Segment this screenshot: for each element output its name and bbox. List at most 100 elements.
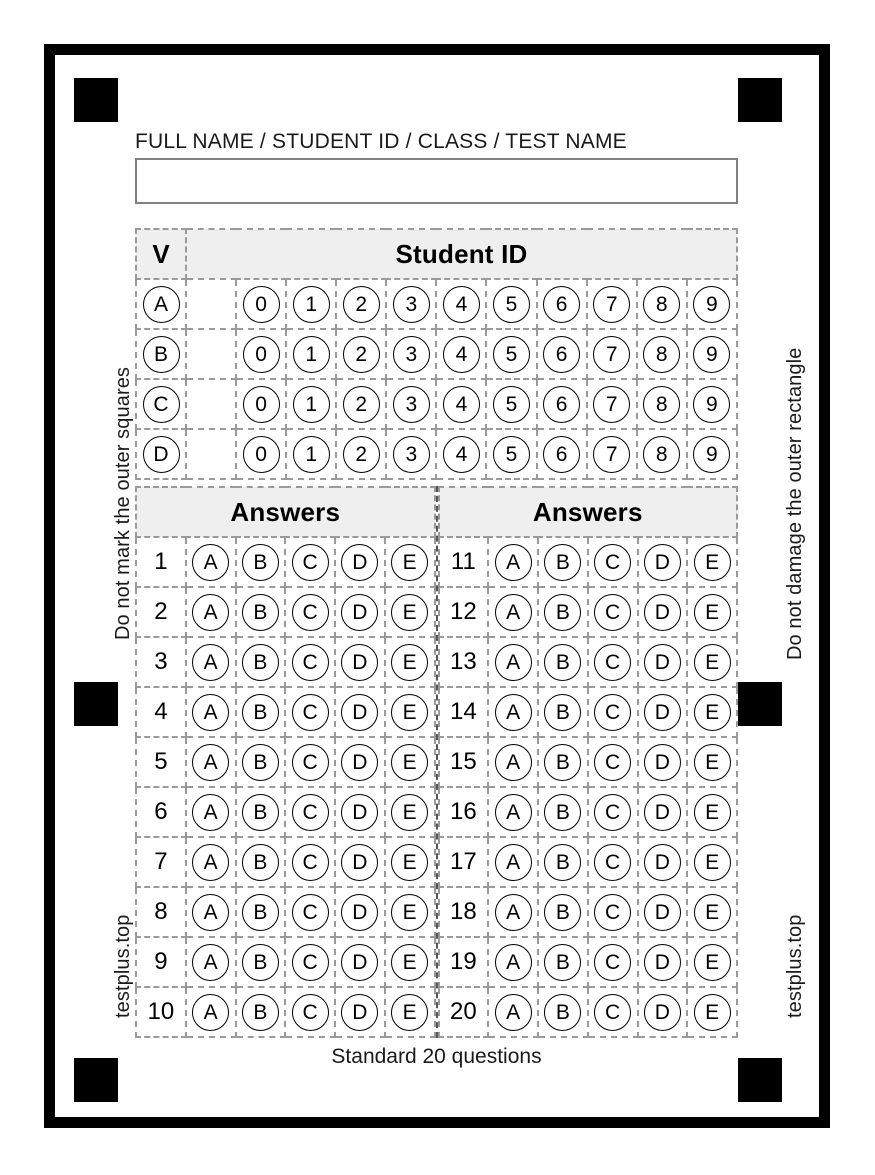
answer-bubble[interactable]: A <box>494 943 532 981</box>
student-id-digit-cell[interactable]: 0 <box>235 378 288 431</box>
answer-option-cell[interactable]: D <box>334 936 386 989</box>
answer-bubble[interactable]: D <box>341 943 379 981</box>
student-id-digit-bubble[interactable]: 5 <box>493 435 530 473</box>
student-id-digit-bubble[interactable]: 0 <box>242 285 280 323</box>
answer-bubble[interactable]: A <box>494 743 532 781</box>
answer-option-cell[interactable]: E <box>686 836 738 889</box>
answer-bubble[interactable]: D <box>643 893 681 931</box>
answer-option-cell[interactable]: C <box>284 636 336 689</box>
answer-bubble[interactable]: E <box>391 693 429 731</box>
student-id-digit-bubble[interactable]: 3 <box>392 435 430 473</box>
student-id-digit-cell[interactable]: 3 <box>385 428 438 481</box>
student-id-digit-cell[interactable]: 3 <box>385 378 438 431</box>
answer-option-cell[interactable]: E <box>383 586 436 639</box>
student-id-digit-cell[interactable]: 2 <box>335 278 388 331</box>
student-id-digit-bubble[interactable]: 3 <box>392 385 430 423</box>
answer-bubble[interactable]: D <box>643 993 681 1031</box>
answer-option-cell[interactable]: B <box>234 886 287 939</box>
student-id-digit-bubble[interactable]: 2 <box>342 435 380 473</box>
answer-option-cell[interactable]: A <box>184 586 237 639</box>
student-id-digit-bubble[interactable]: 4 <box>442 285 480 323</box>
answer-bubble[interactable]: D <box>341 543 379 581</box>
student-id-digit-cell[interactable]: 7 <box>585 328 638 381</box>
answer-bubble[interactable]: D <box>643 793 681 831</box>
answer-option-cell[interactable]: C <box>586 536 639 589</box>
answer-bubble[interactable]: E <box>693 793 731 831</box>
answer-option-cell[interactable]: A <box>487 686 539 739</box>
answer-bubble[interactable]: B <box>241 593 279 631</box>
answer-option-cell[interactable]: E <box>383 986 436 1039</box>
student-id-digit-bubble[interactable]: 5 <box>493 385 530 423</box>
answer-bubble[interactable]: A <box>494 543 532 581</box>
student-id-digit-cell[interactable]: 4 <box>435 378 488 431</box>
answer-bubble[interactable]: B <box>241 693 279 731</box>
answer-bubble[interactable]: B <box>241 543 279 581</box>
answer-option-cell[interactable]: D <box>334 836 386 889</box>
answer-option-cell[interactable]: B <box>537 636 589 689</box>
answer-option-cell[interactable]: D <box>334 686 386 739</box>
student-id-digit-cell[interactable]: 2 <box>335 428 388 481</box>
answer-option-cell[interactable]: D <box>636 886 689 939</box>
student-id-digit-bubble[interactable]: 2 <box>342 335 380 373</box>
answer-option-cell[interactable]: A <box>487 936 539 989</box>
student-id-digit-bubble[interactable]: 7 <box>593 385 631 423</box>
answer-option-cell[interactable]: C <box>586 886 639 939</box>
answer-bubble[interactable]: E <box>391 843 429 881</box>
answer-option-cell[interactable]: D <box>334 986 386 1039</box>
answer-bubble[interactable]: E <box>693 993 731 1031</box>
answer-bubble[interactable]: D <box>643 593 681 631</box>
answer-bubble[interactable]: A <box>494 993 532 1031</box>
answer-bubble[interactable]: D <box>643 693 681 731</box>
student-id-digit-cell[interactable]: 5 <box>485 428 538 481</box>
answer-bubble[interactable]: D <box>341 693 379 731</box>
answer-option-cell[interactable]: D <box>636 786 689 839</box>
answer-bubble[interactable]: A <box>192 543 230 581</box>
answer-bubble[interactable]: B <box>544 543 582 581</box>
student-id-digit-bubble[interactable]: 6 <box>543 285 581 323</box>
version-bubble[interactable]: A <box>142 285 180 323</box>
answer-bubble[interactable]: D <box>643 643 681 681</box>
answer-bubble[interactable]: B <box>241 943 279 981</box>
answer-option-cell[interactable]: C <box>284 586 336 639</box>
student-id-digit-cell[interactable]: 1 <box>285 378 338 431</box>
answer-option-cell[interactable]: E <box>383 686 436 739</box>
answer-option-cell[interactable]: C <box>586 636 639 689</box>
answer-option-cell[interactable]: D <box>636 636 689 689</box>
answer-bubble[interactable]: C <box>291 643 329 681</box>
answer-bubble[interactable]: E <box>693 693 731 731</box>
student-id-digit-bubble[interactable]: 6 <box>543 335 581 373</box>
answer-option-cell[interactable]: A <box>184 936 237 989</box>
answer-option-cell[interactable]: D <box>334 586 386 639</box>
answer-option-cell[interactable]: E <box>383 786 436 839</box>
student-id-digit-bubble[interactable]: 5 <box>493 285 530 323</box>
answer-option-cell[interactable]: C <box>284 836 336 889</box>
answer-bubble[interactable]: C <box>594 993 632 1031</box>
answer-bubble[interactable]: E <box>693 943 731 981</box>
answer-option-cell[interactable]: E <box>686 536 738 589</box>
version-bubble[interactable]: B <box>142 335 180 373</box>
answer-bubble[interactable]: A <box>494 593 532 631</box>
answer-bubble[interactable]: A <box>192 893 230 931</box>
student-id-digit-bubble[interactable]: 0 <box>242 435 280 473</box>
answer-option-cell[interactable]: C <box>586 836 639 889</box>
version-bubble-cell[interactable]: C <box>135 378 187 431</box>
student-id-digit-cell[interactable]: 8 <box>635 278 688 331</box>
answer-option-cell[interactable]: B <box>234 986 287 1039</box>
student-id-digit-cell[interactable]: 2 <box>335 328 388 381</box>
answer-bubble[interactable]: E <box>391 643 429 681</box>
answer-option-cell[interactable]: D <box>636 536 689 589</box>
answer-option-cell[interactable]: A <box>184 986 237 1039</box>
student-id-digit-bubble[interactable]: 4 <box>442 385 480 423</box>
student-id-digit-cell[interactable]: 4 <box>435 428 488 481</box>
answer-option-cell[interactable]: D <box>636 986 689 1039</box>
answer-option-cell[interactable]: B <box>234 536 287 589</box>
student-id-digit-bubble[interactable]: 8 <box>643 285 681 323</box>
answer-bubble[interactable]: E <box>391 543 429 581</box>
answer-option-cell[interactable]: A <box>487 586 539 639</box>
answer-option-cell[interactable]: A <box>487 736 539 789</box>
student-id-digit-bubble[interactable]: 9 <box>693 435 731 473</box>
student-id-digit-cell[interactable]: 8 <box>635 328 688 381</box>
student-id-digit-bubble[interactable]: 1 <box>292 385 330 423</box>
answer-option-cell[interactable]: B <box>537 686 589 739</box>
student-id-digit-bubble[interactable]: 9 <box>693 385 731 423</box>
